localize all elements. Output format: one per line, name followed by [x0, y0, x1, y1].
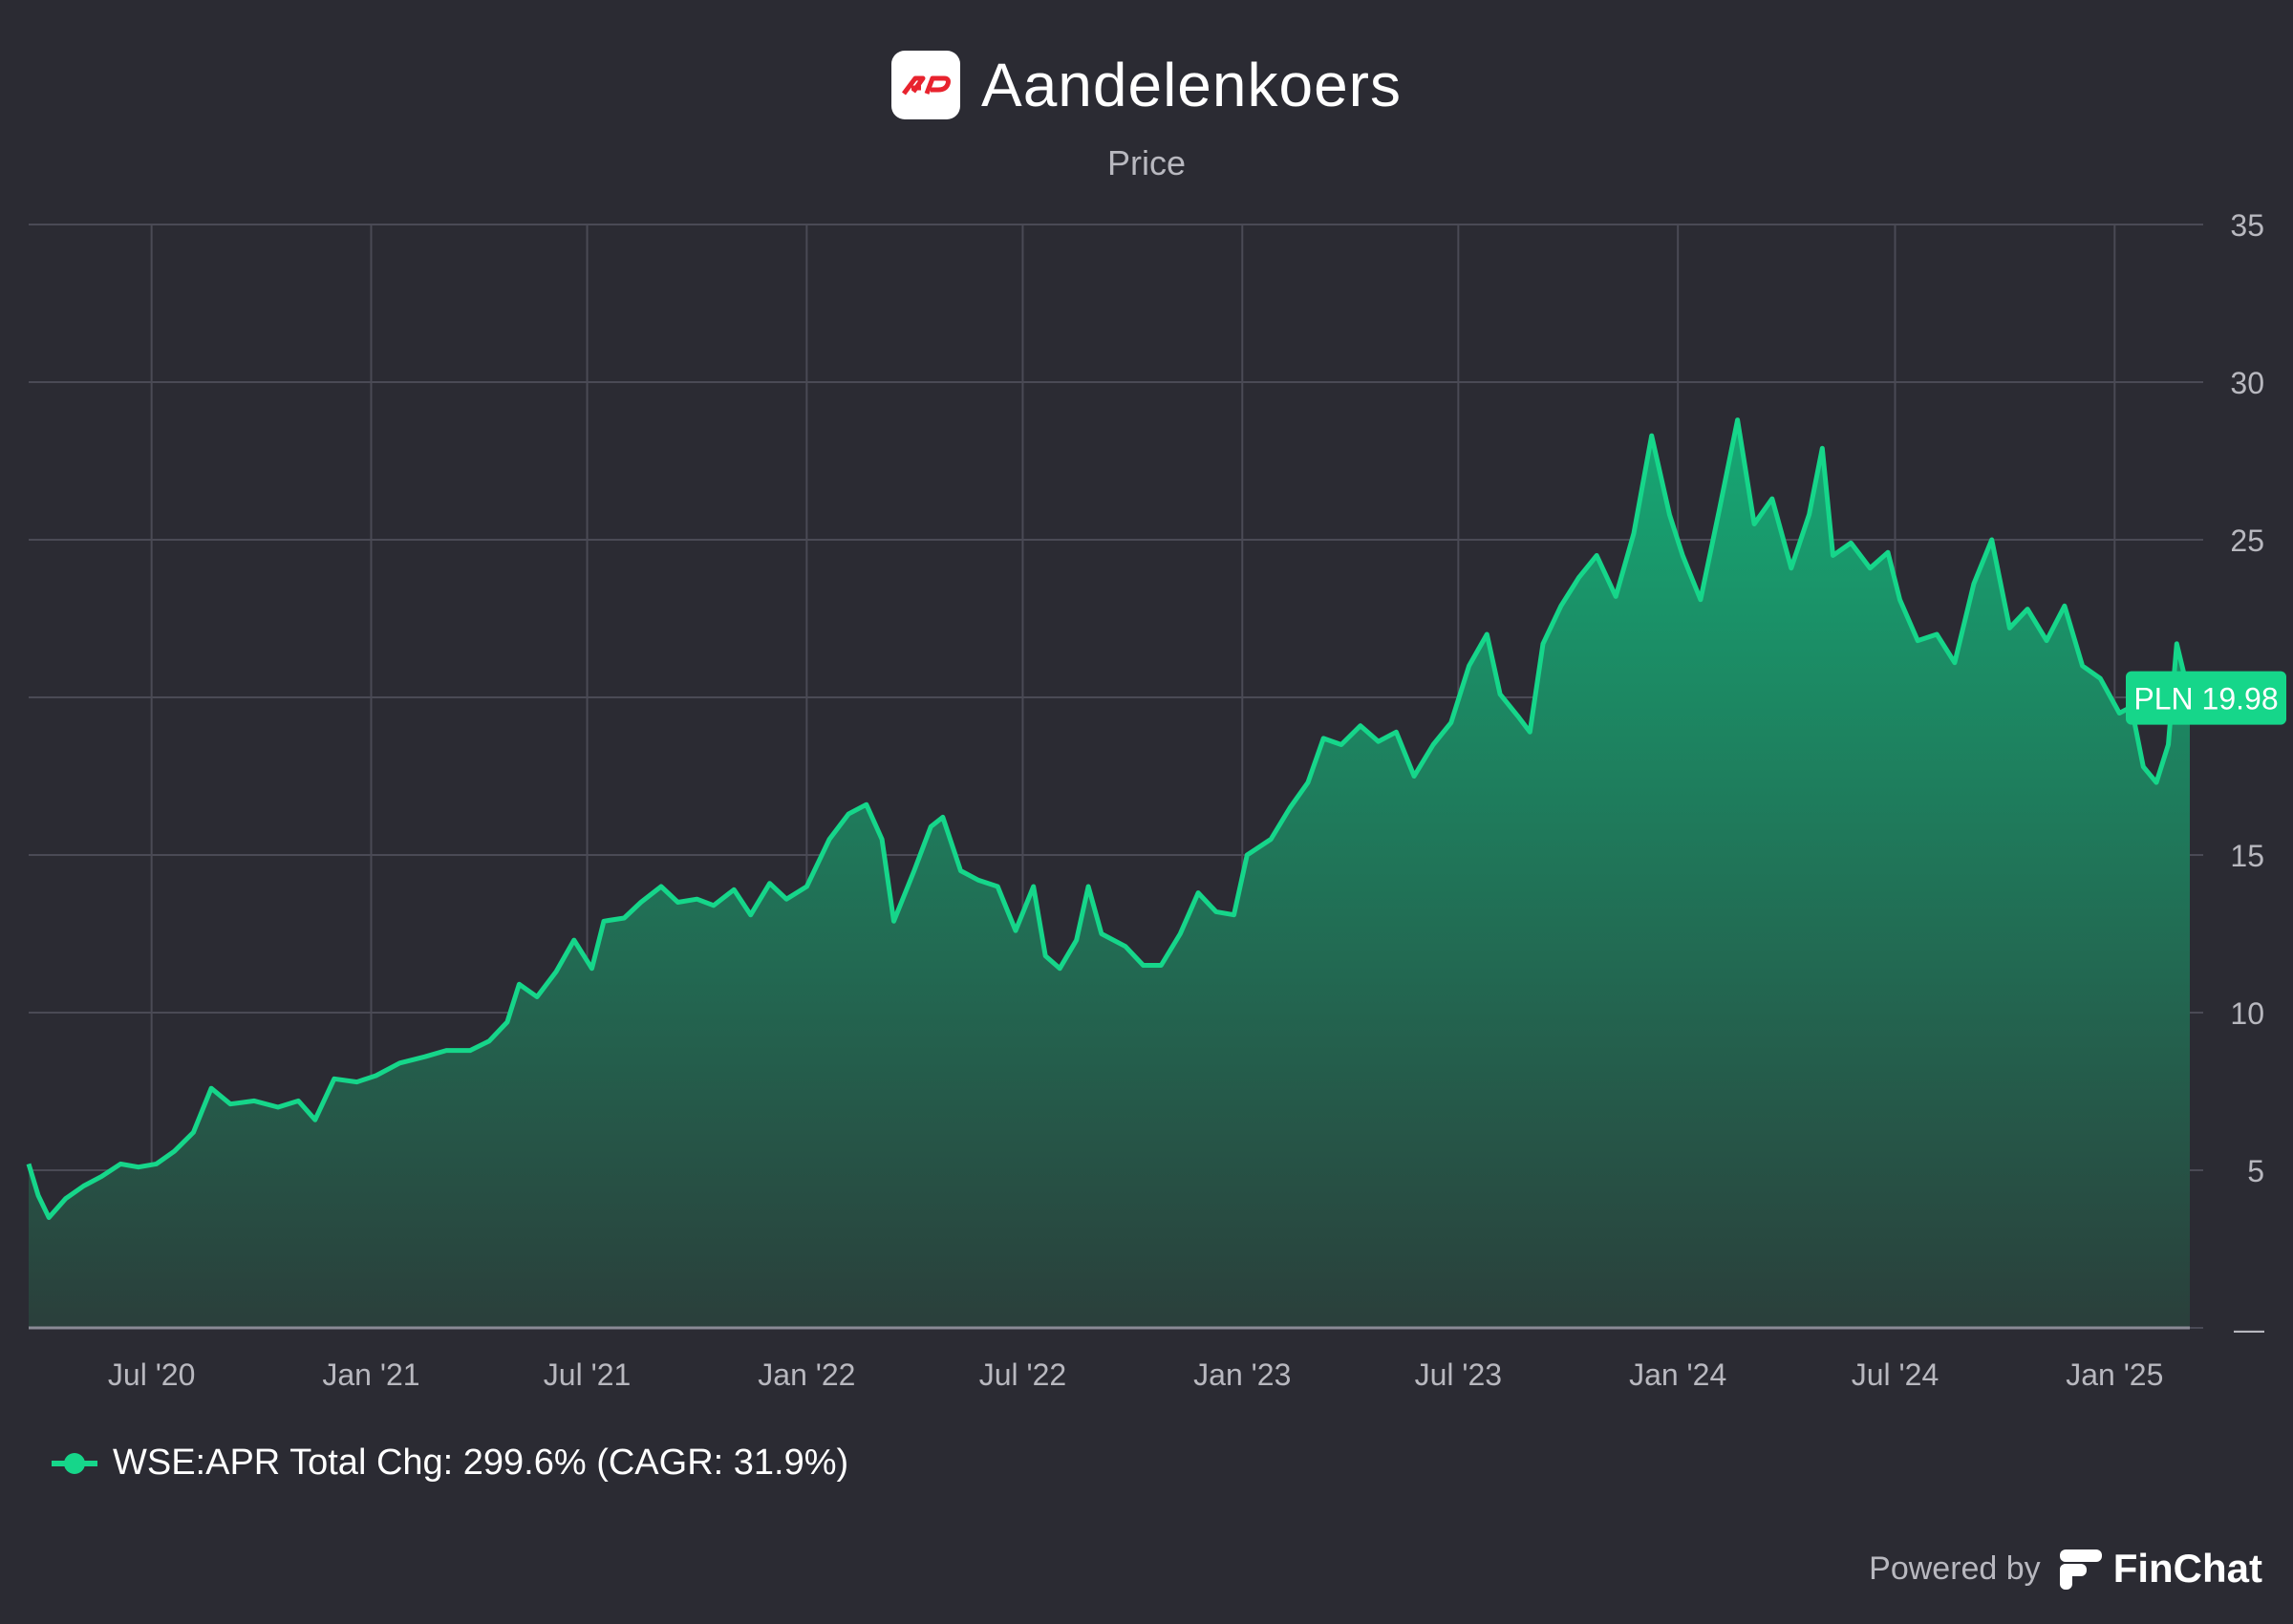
last-value-label: PLN 19.98 — [2126, 671, 2286, 725]
y-tick-label: 15 — [2230, 839, 2264, 873]
x-tick-label: Jul '20 — [108, 1357, 196, 1392]
last-value-badge — [2126, 671, 2286, 725]
powered-by[interactable]: Powered by FinChat — [1869, 1546, 2262, 1592]
x-tick-label: Jul '21 — [544, 1357, 632, 1392]
x-tick-label: Jan '21 — [322, 1357, 419, 1392]
x-tick-label: Jan '24 — [1629, 1357, 1726, 1392]
x-tick-label: Jul '24 — [1852, 1357, 1939, 1392]
chart-subtitle: Price — [1106, 143, 1187, 182]
y-tick-label: 30 — [2230, 366, 2264, 400]
legend[interactable]: WSE:APR Total Chg: 299.6% (CAGR: 31.9%) — [50, 1442, 848, 1484]
chart-header: Aandelenkoers — [0, 50, 2293, 120]
axes: 35 30 25 15 10 5 — Jul '20 Jan '21 Jul '21 Jan '22… — [29, 208, 2264, 1392]
company-logo — [891, 51, 961, 119]
x-tick-label: Jan '22 — [758, 1357, 855, 1392]
ap-logo-icon — [902, 75, 952, 96]
y-tick-label: 25 — [2230, 524, 2264, 558]
series-line — [26, 417, 2193, 1220]
y-tick-label: 35 — [2230, 208, 2264, 243]
area-series — [26, 417, 2193, 1329]
y-tick-label: — — [2234, 1312, 2264, 1346]
finchat-logo-icon — [2059, 1549, 2102, 1590]
last-value-text: PLN 19.98 — [2133, 682, 2278, 716]
chart-title: Aandelenkoers — [981, 51, 1402, 119]
x-tick-label: Jul '22 — [979, 1357, 1067, 1392]
legend-series-icon — [52, 1452, 97, 1474]
series-area-fill — [29, 419, 2190, 1329]
legend-label: WSE:APR Total Chg: 299.6% (CAGR: 31.9%) — [113, 1442, 849, 1483]
y-tick-label: 5 — [2247, 1154, 2264, 1188]
x-tick-label: Jan '25 — [2066, 1357, 2163, 1392]
y-tick-label: 10 — [2230, 996, 2264, 1031]
x-tick-label: Jul '23 — [1415, 1357, 1503, 1392]
finchat-brand: FinChat — [2112, 1546, 2262, 1591]
powered-by-text: Powered by — [1869, 1549, 2041, 1587]
x-tick-label: Jan '23 — [1193, 1357, 1291, 1392]
